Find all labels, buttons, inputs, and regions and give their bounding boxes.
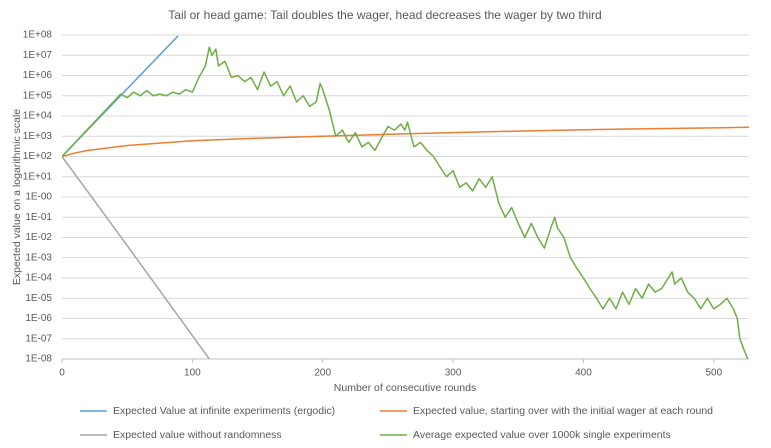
chart-title: Tail or head game: Tail doubles the wage… — [168, 8, 601, 22]
legend-label: Expected value, starting over with the i… — [413, 405, 713, 417]
y-tick-label: 1E+04 — [23, 111, 53, 122]
y-tick-label: 1E-00 — [25, 192, 52, 203]
series-line — [62, 156, 210, 359]
y-tick-label: 1E-07 — [25, 333, 52, 344]
x-axis-title: Number of consecutive rounds — [334, 382, 476, 394]
y-tick-label: 1E+03 — [23, 131, 53, 142]
y-tick-label: 1E-02 — [25, 232, 52, 243]
y-tick-label: 1E-01 — [25, 212, 52, 223]
x-tick-label: 300 — [445, 368, 462, 379]
grid — [61, 34, 749, 363]
legend: Expected Value at infinite experiments (… — [80, 405, 713, 441]
y-axis-title: Expected value on a logarithmic scale — [11, 109, 23, 285]
y-tick-label: 1E+08 — [23, 30, 53, 41]
series-line — [62, 126, 749, 158]
legend-label: Expected Value at infinite experiments (… — [113, 405, 335, 417]
series-line — [62, 46, 749, 359]
plot-area — [62, 35, 749, 359]
legend-label: Average expected value over 1000k single… — [413, 429, 671, 441]
x-tick-label: 500 — [705, 368, 722, 379]
y-tick-label: 1E+01 — [23, 171, 53, 182]
y-tick-label: 1E+05 — [23, 90, 53, 101]
y-tick-label: 1E-06 — [25, 313, 52, 324]
y-tick-label: 1E-03 — [25, 252, 52, 263]
y-tick-label: 1E+02 — [23, 151, 53, 162]
legend-label: Expected value without randomness — [113, 429, 282, 441]
x-tick-label: 100 — [184, 368, 201, 379]
y-tick-label: 1E-04 — [25, 273, 52, 284]
y-tick-label: 1E+07 — [23, 50, 53, 61]
x-tick-label: 200 — [314, 368, 331, 379]
x-tick-label: 400 — [575, 368, 592, 379]
y-tick-label: 1E-08 — [25, 354, 52, 365]
y-tick-label: 1E+06 — [23, 70, 53, 81]
x-tick-label: 0 — [59, 368, 65, 379]
y-tick-label: 1E-05 — [25, 293, 52, 304]
